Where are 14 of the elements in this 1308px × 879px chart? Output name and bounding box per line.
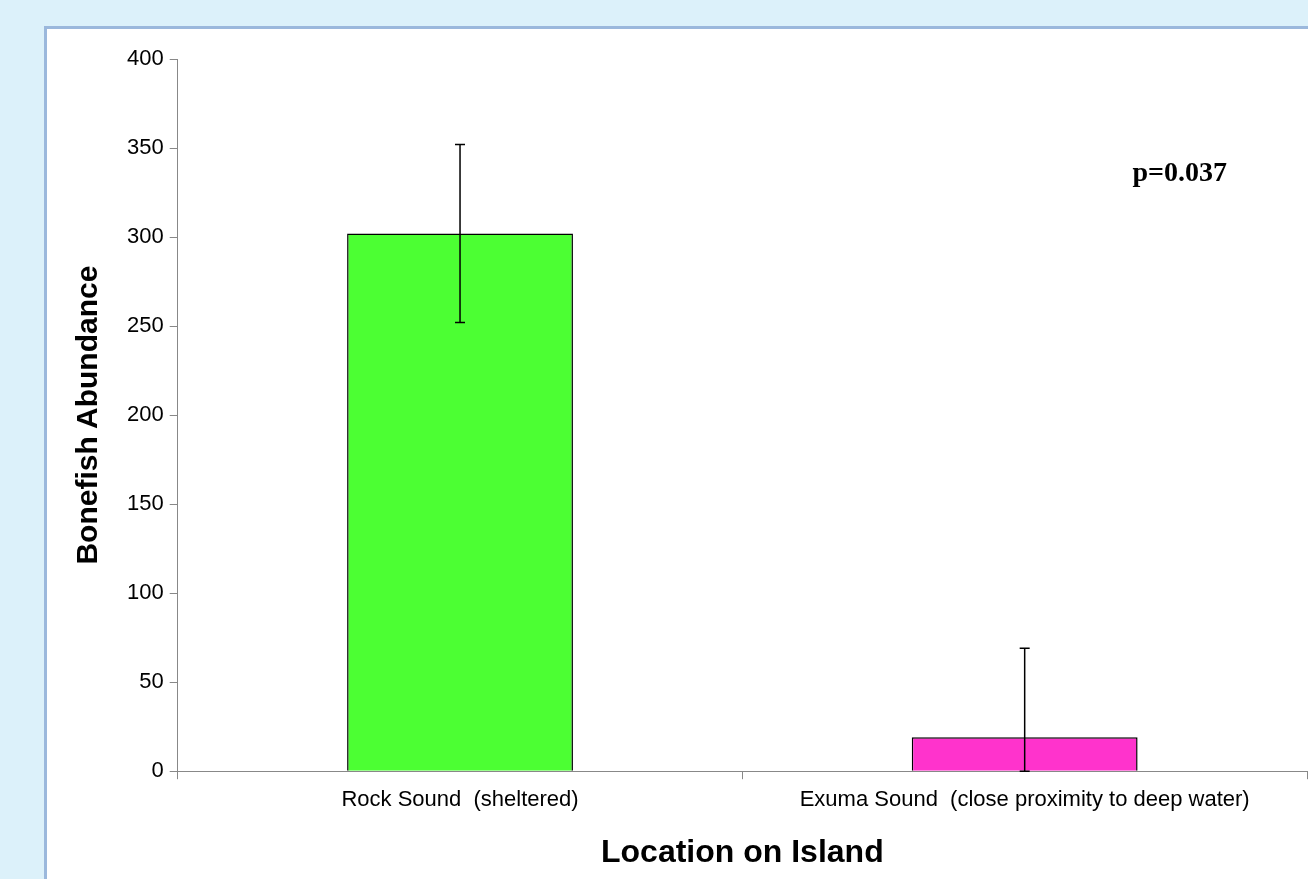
y-tick-label: 250 — [126, 312, 164, 338]
y-tick-label: 50 — [139, 668, 164, 694]
x-tick-label: Exuma Sound (close proximity to deep water) — [799, 786, 1250, 812]
y-tick-label: 350 — [126, 134, 164, 160]
y-tick-label: 100 — [126, 579, 164, 605]
annotation: p=0.037 — [1132, 156, 1227, 188]
y-tick-label: 200 — [126, 401, 164, 427]
y-tick-label: 0 — [151, 757, 164, 783]
y-tick-label: 300 — [126, 223, 164, 249]
x-axis-title: Location on Island — [601, 832, 884, 869]
x-tick-label: Rock Sound (sheltered) — [341, 786, 579, 812]
y-axis-title: Bonefish Abundance — [70, 265, 104, 565]
y-tick-label: 400 — [126, 45, 164, 71]
y-tick-label: 150 — [126, 490, 164, 516]
